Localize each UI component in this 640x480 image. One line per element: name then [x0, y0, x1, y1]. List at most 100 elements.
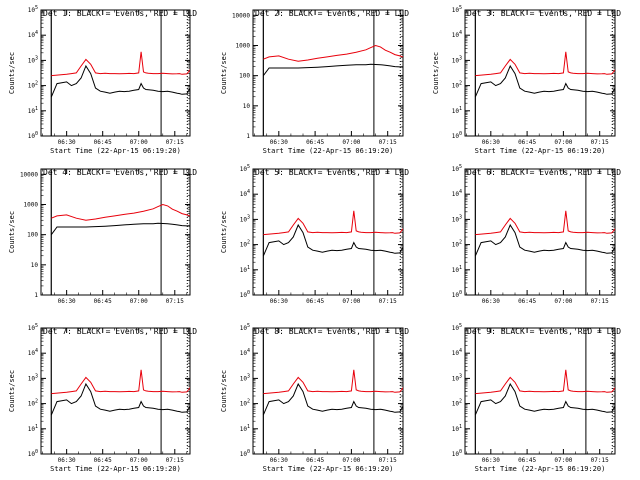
plot-frame: [252, 327, 404, 455]
y-tick-label-exponent: 1: [35, 106, 38, 112]
y-tick-label: 103: [452, 55, 462, 64]
y-tick-label: 102: [240, 240, 250, 249]
y-tick-label-base: 10: [240, 242, 248, 249]
y-tick-label-base: 10: [452, 7, 460, 14]
panel-title: Det 5: BLACK = Events, RED = LLD: [255, 168, 409, 177]
y-tick-label-exponent: 2: [459, 81, 462, 87]
y-tick-label-base: 10: [28, 325, 36, 332]
y-tick-label-base: 10: [452, 267, 460, 274]
y-tick-label-base: 10: [240, 267, 248, 274]
y-tick-label-base: 10: [452, 401, 460, 408]
y-tick-label-exponent: 5: [35, 5, 38, 11]
y-tick-label-exponent: 5: [459, 164, 462, 170]
y-tick-label: 100: [27, 232, 38, 239]
y-tick-label-base: 10: [240, 350, 248, 357]
y-axis-label: Counts/sec: [220, 211, 228, 253]
y-tick-label: 104: [28, 30, 38, 39]
y-tick-label-base: 10: [452, 32, 460, 39]
y-axis-label: Counts/sec: [8, 211, 16, 253]
detector-panel-2: Det 2: BLACK = Events, RED = LLD 1 10 100 10…: [220, 9, 409, 155]
x-tick-label: 07:15: [591, 457, 609, 464]
y-tick-label-base: 10: [240, 216, 248, 223]
x-tick-label: 07:00: [130, 298, 148, 305]
y-tick-label: 105: [452, 323, 462, 332]
y-tick-label: 105: [240, 164, 250, 173]
y-tick-label-base: 10: [240, 401, 248, 408]
y-tick-label-exponent: 0: [459, 290, 462, 296]
x-tick-label: 07:15: [591, 298, 609, 305]
y-tick-label: 101: [452, 424, 462, 433]
y-tick-label-exponent: 5: [459, 5, 462, 11]
y-tick-label-exponent: 1: [247, 424, 250, 430]
x-tick-label: 07:00: [130, 457, 148, 464]
x-axis-label: Start Time (22-Apr-15 06:19:20): [50, 147, 181, 155]
y-tick-label-exponent: 3: [459, 214, 462, 220]
x-axis-label: Start Time (22-Apr-15 06:19:20): [475, 147, 606, 155]
x-tick-label: 07:15: [166, 298, 184, 305]
lld-series-line: [51, 369, 190, 395]
x-tick-label: 06:30: [270, 457, 288, 464]
detector-panel-8: Det 8: BLACK = Events, RED = LLD10010110…: [220, 323, 409, 473]
y-tick-label: 101: [240, 424, 250, 433]
y-axis-label: Counts/sec: [220, 370, 228, 412]
y-tick-label: 1: [34, 292, 38, 299]
x-tick-label: 06:30: [270, 139, 288, 146]
y-tick-label: 103: [240, 214, 250, 223]
y-tick-label: 102: [452, 240, 462, 249]
y-tick-label: 100: [240, 449, 250, 458]
y-tick-label: 102: [452, 399, 462, 408]
y-tick-label: 1000: [24, 201, 39, 208]
x-axis-label: Start Time (22-Apr-15 06:19:20): [263, 465, 394, 473]
y-tick-label-exponent: 1: [459, 265, 462, 271]
plot-frame: [252, 168, 404, 296]
x-tick-label: 06:30: [58, 298, 76, 305]
x-tick-label: 06:45: [94, 457, 112, 464]
y-tick-label-exponent: 5: [35, 323, 38, 329]
y-tick-label: 10: [243, 103, 251, 110]
plot-frame: [40, 327, 191, 455]
y-tick-label: 102: [452, 81, 462, 90]
y-tick-label: 104: [452, 348, 462, 357]
y-tick-label-base: 10: [452, 191, 460, 198]
lld-series-line: [475, 51, 615, 77]
y-tick-label-exponent: 3: [35, 373, 38, 379]
x-axis-label: Start Time (22-Apr-15 06:19:20): [263, 147, 394, 155]
y-tick-label: 1: [246, 133, 250, 140]
y-tick-label-exponent: 2: [459, 399, 462, 405]
events-series-line: [474, 382, 615, 416]
y-tick-label-exponent: 3: [247, 214, 250, 220]
x-axis-label: Start Time (22-Apr-15 06:19:20): [475, 465, 606, 473]
lld-series-line: [475, 369, 615, 395]
lld-series-line: [263, 369, 403, 395]
y-tick-label: 103: [452, 373, 462, 382]
detector-panel-1: Det 1: BLACK = Events, RED = LLD10010110…: [8, 5, 197, 155]
detector-panel-6: Det 6: BLACK = Events, RED = LLD10010110…: [452, 164, 622, 305]
y-tick-label: 100: [452, 290, 462, 299]
y-tick-label-base: 10: [240, 292, 248, 299]
y-tick-label: 100: [452, 131, 462, 140]
y-tick-label-exponent: 0: [459, 131, 462, 137]
plot-frame: [464, 168, 616, 296]
detector-panel-7: Det 7: BLACK = Events, RED = LLD10010110…: [8, 323, 197, 473]
panel-title: Det 8: BLACK = Events, RED = LLD: [255, 327, 409, 336]
panel-title: Det 9: BLACK = Events, RED = LLD: [467, 327, 621, 336]
y-tick-label: 105: [452, 5, 462, 14]
y-tick-label: 103: [28, 373, 38, 382]
x-tick-label: 06:30: [482, 457, 500, 464]
y-tick-label-base: 10: [452, 325, 460, 332]
y-axis-label: Counts/sec: [220, 52, 228, 94]
x-tick-label: 07:00: [554, 298, 572, 305]
y-tick-label: 104: [28, 348, 38, 357]
y-tick-label: 100: [239, 73, 250, 80]
y-axis-label: Counts/sec: [8, 370, 16, 412]
x-tick-label: 06:45: [518, 139, 536, 146]
y-tick-label-base: 10: [28, 7, 36, 14]
y-tick-label-exponent: 4: [35, 30, 38, 36]
y-tick-label-base: 10: [452, 451, 460, 458]
x-tick-label: 06:45: [94, 139, 112, 146]
y-tick-label-exponent: 1: [459, 424, 462, 430]
y-tick-label-base: 10: [452, 57, 460, 64]
x-tick-label: 06:30: [58, 457, 76, 464]
y-tick-label-base: 10: [452, 375, 460, 382]
y-tick-label-base: 10: [28, 401, 36, 408]
